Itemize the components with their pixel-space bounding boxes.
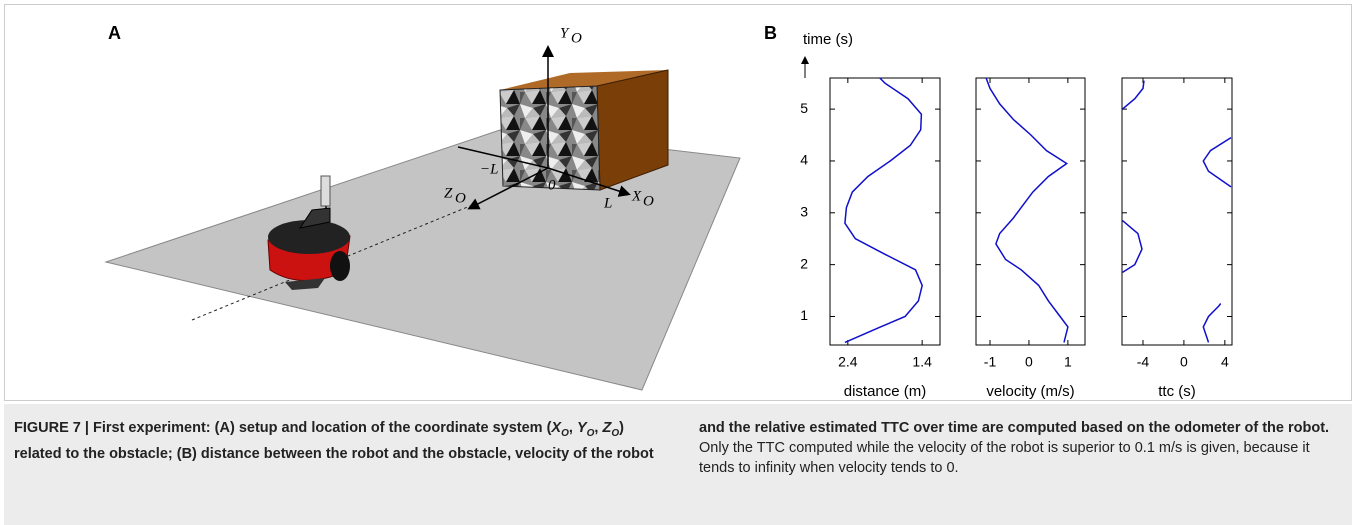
y-tick-label: 2 (800, 255, 808, 271)
x-tick-label: 4 (1221, 354, 1229, 370)
caption-text: , (568, 420, 577, 436)
axis-label-sub: O (455, 190, 466, 206)
robot-top (268, 220, 350, 254)
caption-text: , (594, 420, 603, 436)
axis-label: L (603, 195, 612, 211)
x-tick-label: 0 (1180, 354, 1188, 370)
x-axis-label: velocity (m/s) (986, 383, 1074, 400)
panel-label: A (108, 23, 121, 43)
x-axis-label: distance (m) (844, 383, 927, 400)
floor (104, 129, 741, 391)
x-axis-label: ttc (s) (1158, 383, 1196, 400)
caption-text: X (551, 420, 562, 436)
axis-label-sub: O (571, 30, 582, 46)
plot-frame (975, 77, 1086, 346)
scene (104, 45, 741, 391)
robot-sensor (320, 175, 331, 207)
caption-text: O (561, 427, 569, 439)
figure-frame (4, 4, 1352, 401)
axis-label: 0 (548, 177, 556, 193)
axis-label: −L (480, 161, 498, 177)
plot-frame (1121, 77, 1233, 346)
x-tick-label: 0 (1025, 354, 1033, 370)
caption-text: FIGURE 7 | First experiment: (A) setup a… (14, 420, 552, 436)
x-tick-label: -1 (984, 354, 997, 370)
robot-wheel (330, 251, 350, 281)
caption-text: Only the TTC computed while the velocity… (699, 440, 1310, 476)
axis-label: X (631, 188, 642, 204)
y-axis-label: time (s) (803, 31, 853, 48)
data-line (1122, 80, 1232, 343)
robot-laptop (298, 207, 331, 229)
axis-x (547, 167, 631, 197)
y-tick-label: 5 (800, 100, 808, 116)
axis-label: Z (444, 185, 453, 201)
axis-label: Y (560, 25, 570, 41)
y-tick-label: 3 (800, 203, 808, 219)
axis-z (467, 167, 549, 210)
caption-text: O (611, 427, 620, 439)
x-tick-label: -4 (1137, 354, 1150, 370)
axis-label-sub: O (643, 193, 654, 209)
x-tick-label: 1 (1064, 354, 1072, 370)
robot (267, 175, 351, 290)
caption-text: ) related to the obstacle; (B) distance … (14, 420, 1330, 462)
caption-text: O (586, 427, 595, 439)
y-tick-label: 1 (800, 307, 808, 323)
x-tick-label: 2.4 (838, 354, 858, 370)
x-tick-label: 1.4 (912, 354, 932, 370)
panel-label: B (764, 23, 777, 43)
caption-text: Y (576, 420, 587, 436)
axis-line (457, 146, 549, 169)
caption: FIGURE 7 | First experiment: (A) setup a… (4, 404, 1352, 525)
data-line (985, 77, 1069, 343)
robot-base (285, 278, 325, 290)
y-tick-label: 4 (800, 152, 808, 168)
box-top (500, 70, 668, 90)
caption-text: Z (602, 420, 612, 436)
box-front (499, 85, 601, 191)
data-line (844, 77, 923, 344)
